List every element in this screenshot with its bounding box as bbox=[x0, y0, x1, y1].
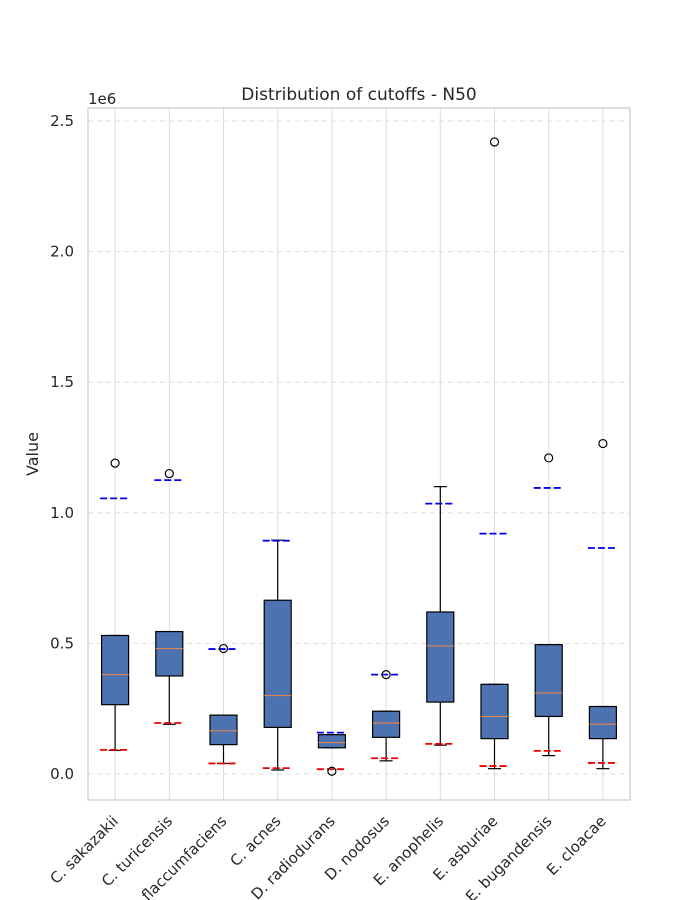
outlier-point bbox=[489, 137, 500, 147]
chart-title: Distribution of cutoffs - N50 bbox=[241, 85, 476, 105]
y-tick-label: 0.0 bbox=[50, 765, 74, 783]
y-tick-label: 1.5 bbox=[50, 373, 74, 391]
outlier-point bbox=[110, 458, 120, 468]
box-group bbox=[587, 438, 618, 770]
outlier-point bbox=[164, 468, 174, 479]
y-tick-label: 1.0 bbox=[50, 504, 74, 522]
box-iqr bbox=[534, 644, 563, 718]
plot-frame bbox=[87, 107, 631, 801]
box-group bbox=[533, 453, 564, 757]
outlier-point bbox=[327, 766, 337, 776]
box-iqr bbox=[155, 630, 184, 677]
box-group bbox=[208, 643, 239, 765]
box-group bbox=[425, 486, 456, 746]
box-group bbox=[100, 458, 131, 751]
box-group bbox=[262, 539, 293, 771]
box-iqr bbox=[372, 710, 401, 738]
boxes bbox=[100, 137, 618, 776]
outlier-point bbox=[381, 670, 391, 680]
box-group bbox=[316, 731, 347, 776]
box-group bbox=[479, 137, 510, 770]
box-group bbox=[154, 468, 185, 725]
box-iqr bbox=[263, 599, 292, 729]
y-axis-offset-label: 1e6 bbox=[88, 90, 116, 108]
outlier-point bbox=[544, 453, 554, 463]
y-tick-label: 2.5 bbox=[50, 112, 74, 130]
box-group bbox=[371, 670, 402, 762]
y-axis-label: Value bbox=[23, 432, 42, 476]
outlier-point bbox=[598, 438, 608, 449]
y-tick-label: 0.5 bbox=[50, 634, 74, 652]
y-tick-label: 2.0 bbox=[50, 243, 74, 261]
box-iqr bbox=[209, 714, 238, 746]
box-iqr bbox=[317, 734, 346, 749]
box-iqr bbox=[588, 705, 618, 740]
y-axis-ticks: 0.0 0.5 1.0 1.5 2.0 2.5 bbox=[50, 112, 74, 783]
outlier-point bbox=[218, 643, 229, 654]
box-iqr bbox=[100, 634, 130, 706]
x-tick-label: E. cloacae bbox=[543, 812, 610, 879]
box-iqr bbox=[426, 611, 455, 703]
box-iqr bbox=[480, 683, 509, 740]
